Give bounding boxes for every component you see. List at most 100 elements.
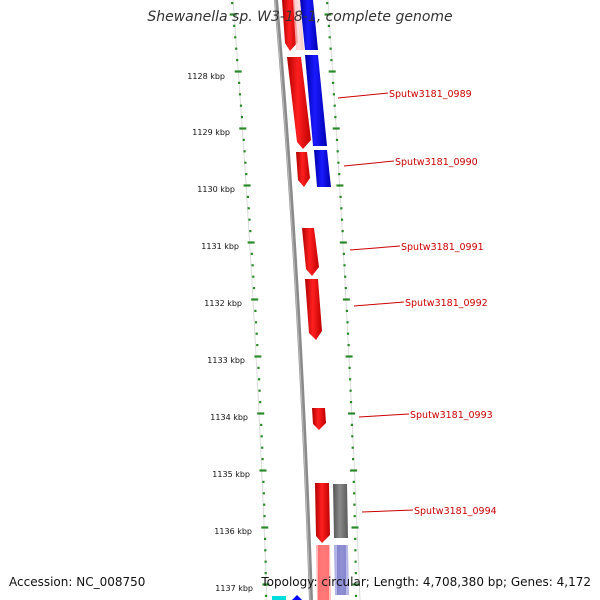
gene-forward-0989[interactable] — [287, 57, 311, 149]
genome-backbone-highlight — [274, 0, 311, 600]
label-leaders — [337, 92, 414, 513]
ruler-outer-tick — [354, 594, 358, 597]
ruler-inner-tick — [264, 537, 267, 540]
ruler-inner-tick — [257, 366, 260, 369]
ruler-inner-tick — [264, 549, 267, 552]
ruler-label-1129: 1129 kbp — [192, 128, 230, 137]
gene-blue-bottom[interactable] — [292, 595, 302, 600]
ruler-outer-tick — [336, 150, 339, 153]
ruler-outer-tick — [339, 195, 342, 198]
ruler-inner-tick — [261, 446, 264, 449]
ruler-outer-tick — [344, 287, 347, 290]
ruler-inner-tick — [229, 13, 237, 16]
ruler-inner-tick — [235, 47, 238, 50]
gene-forward-0991[interactable] — [302, 228, 319, 276]
ruler-outer-tick — [351, 446, 354, 449]
ruler-inner-tick — [236, 59, 239, 62]
ruler-label-1131: 1131 kbp — [201, 242, 239, 251]
ruler-outer-tick — [338, 173, 341, 176]
ruler-inner-tick — [234, 70, 242, 73]
ruler-outer-tick — [333, 104, 336, 107]
ruler-inner-tick — [264, 560, 267, 563]
ruler-inner-tick — [251, 264, 254, 267]
ruler-outer-tick — [327, 24, 330, 27]
ruler-outer-tick — [354, 572, 357, 575]
ruler-ticks-outer — [324, 2, 360, 597]
ruler-outer-tick — [342, 252, 345, 255]
gene-reverse-0990[interactable] — [314, 150, 331, 187]
ruler-label-1130: 1130 kbp — [197, 185, 235, 194]
ruler-outer-tick — [340, 218, 344, 221]
ruler-inner-tick — [243, 184, 251, 187]
ruler-inner-tick — [260, 423, 263, 426]
leader-0991 — [349, 245, 401, 251]
ruler-ticks-inner — [229, 2, 270, 597]
ruler-outer-tick — [354, 537, 357, 540]
ruler-inner-tick — [238, 93, 242, 96]
gene-cyan-bottom[interactable] — [272, 596, 286, 600]
ruler-label-1136: 1136 kbp — [214, 527, 252, 536]
ruler-inner-tick — [239, 104, 243, 107]
ruler-outer-tick — [332, 127, 340, 130]
gene-forward-0990[interactable] — [296, 152, 310, 187]
ruler-inner-tick — [252, 287, 256, 290]
forward-strand-genes — [282, 0, 331, 600]
ruler-inner-tick — [249, 230, 252, 233]
leader-0989 — [337, 92, 389, 99]
ruler-inner-tick — [248, 218, 251, 221]
ruler-outer-tick — [324, 13, 332, 16]
leader-0994 — [361, 509, 414, 513]
gene-label-0989[interactable]: Sputw3181_0989 — [389, 89, 472, 100]
ruler-outer-tick — [348, 412, 355, 415]
ruler-inner-tick — [263, 515, 266, 518]
ruler-outer-tick — [352, 458, 355, 461]
ruler-outer-tick — [354, 560, 357, 563]
ruler-inner-tick — [238, 81, 241, 84]
ruler-inner-tick — [251, 298, 259, 301]
ruler-outer-tick — [342, 298, 350, 301]
ruler-inner-tick — [240, 116, 243, 119]
ruler-inner-tick — [247, 241, 255, 244]
ruler-inner-tick — [262, 492, 265, 495]
gene-label-0994[interactable]: Sputw3181_0994 — [414, 506, 497, 517]
ruler-inner-tick — [263, 503, 266, 506]
ruler-outer-tick — [329, 47, 332, 50]
gene-pink-top[interactable] — [293, 0, 304, 50]
ruler-outer-tick — [349, 378, 352, 381]
ruler-label-1133: 1133 kbp — [207, 356, 245, 365]
gene-forward-0992[interactable] — [305, 279, 322, 340]
ruler-inner-tick — [256, 344, 259, 347]
ruler-inner-tick — [252, 275, 255, 278]
ruler-inner-tick — [239, 127, 247, 130]
ruler-outer-tick — [353, 503, 356, 506]
accession-text: Accession: NC_008750 — [9, 575, 146, 589]
ruler-inner-tick — [258, 378, 261, 381]
ruler-label-1132: 1132 kbp — [204, 299, 242, 308]
ruler-outer-tick — [349, 389, 352, 392]
ruler-outer-tick — [344, 275, 347, 278]
gene-label-0992[interactable]: Sputw3181_0992 — [405, 298, 488, 309]
ruler-outer-tick — [351, 526, 359, 529]
gene-forward-faded-core — [318, 545, 329, 600]
gene-other-0994[interactable] — [333, 484, 348, 538]
ruler-inner-tick — [262, 583, 270, 586]
ruler-inner-tick — [243, 150, 246, 153]
ruler-inner-tick — [231, 2, 234, 5]
gene-reverse-top[interactable] — [300, 0, 318, 50]
gene-label-0990[interactable]: Sputw3181_0990 — [395, 157, 478, 168]
ruler-outer-tick — [328, 36, 331, 39]
gene-forward-0994[interactable] — [315, 483, 330, 543]
gene-forward-0993[interactable] — [312, 408, 326, 430]
ruler-outer-tick — [350, 469, 357, 472]
ruler-inner-tick — [233, 24, 236, 27]
ruler-label-1128: 1128 kbp — [187, 72, 225, 81]
ruler-outer-tick — [328, 70, 336, 73]
ruler-inner-tick — [264, 572, 267, 575]
ruler-outer-tick — [343, 264, 346, 267]
ruler-outer-tick — [336, 184, 344, 187]
gene-label-0993[interactable]: Sputw3181_0993 — [410, 410, 493, 421]
ruler-label-1134: 1134 kbp — [210, 413, 248, 422]
gene-label-0991[interactable]: Sputw3181_0991 — [401, 242, 484, 253]
gene-reverse-0989[interactable] — [305, 55, 327, 146]
